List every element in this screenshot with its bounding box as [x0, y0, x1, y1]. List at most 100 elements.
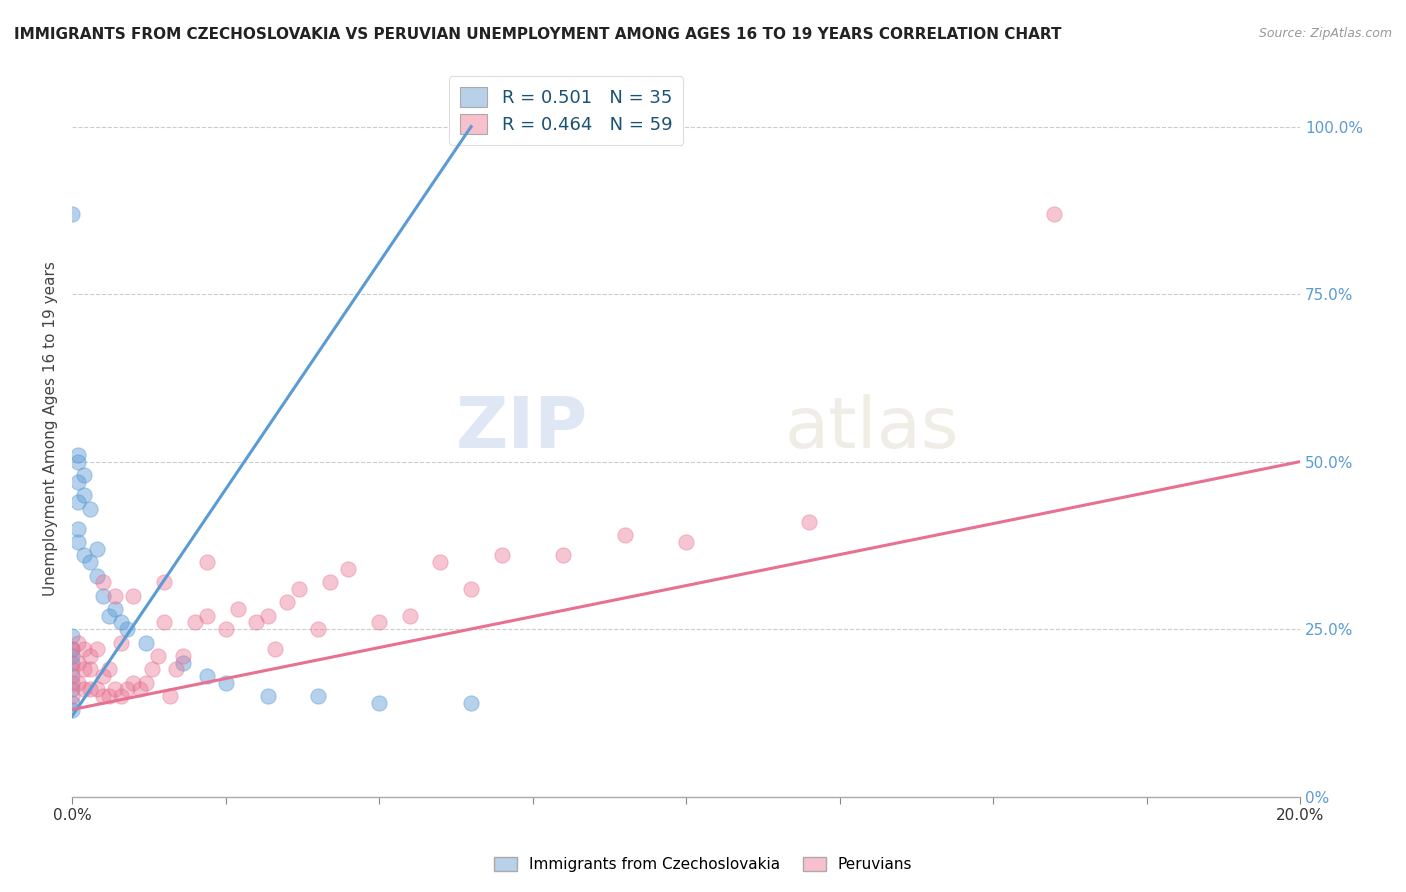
Point	[91, 589, 114, 603]
Point	[172, 656, 194, 670]
Point	[184, 615, 207, 630]
Point	[73, 549, 96, 563]
Y-axis label: Unemployment Among Ages 16 to 19 years: Unemployment Among Ages 16 to 19 years	[44, 260, 58, 596]
Point	[141, 662, 163, 676]
Point	[398, 608, 420, 623]
Point	[172, 648, 194, 663]
Point	[368, 615, 391, 630]
Point	[110, 615, 132, 630]
Point	[146, 648, 169, 663]
Point	[67, 448, 90, 462]
Point	[117, 622, 139, 636]
Point	[67, 475, 90, 489]
Point	[117, 682, 139, 697]
Point	[460, 696, 482, 710]
Point	[97, 662, 120, 676]
Point	[67, 495, 90, 509]
Point	[67, 522, 90, 536]
Point	[491, 549, 513, 563]
Point	[159, 689, 181, 703]
Point	[122, 589, 145, 603]
Point	[263, 642, 285, 657]
Point	[195, 555, 218, 569]
Point	[60, 656, 83, 670]
Point	[368, 696, 391, 710]
Legend: Immigrants from Czechoslovakia, Peruvians: Immigrants from Czechoslovakia, Peruvian…	[486, 849, 920, 880]
Point	[60, 669, 83, 683]
Point	[86, 642, 108, 657]
Point	[67, 455, 90, 469]
Point	[91, 575, 114, 590]
Point	[319, 575, 342, 590]
Point	[60, 207, 83, 221]
Point	[67, 635, 90, 649]
Point	[245, 615, 267, 630]
Point	[60, 702, 83, 716]
Point	[104, 589, 127, 603]
Point	[276, 595, 298, 609]
Point	[337, 562, 360, 576]
Text: atlas: atlas	[785, 393, 959, 463]
Point	[135, 675, 157, 690]
Point	[60, 662, 83, 676]
Point	[429, 555, 451, 569]
Point	[73, 468, 96, 483]
Point	[257, 689, 280, 703]
Point	[165, 662, 187, 676]
Point	[153, 615, 176, 630]
Point	[128, 682, 150, 697]
Point	[97, 689, 120, 703]
Point	[91, 669, 114, 683]
Point	[73, 642, 96, 657]
Point	[60, 642, 83, 657]
Point	[79, 501, 101, 516]
Point	[307, 622, 329, 636]
Point	[797, 515, 820, 529]
Point	[60, 642, 83, 657]
Point	[195, 669, 218, 683]
Point	[79, 648, 101, 663]
Point	[91, 689, 114, 703]
Point	[1043, 207, 1066, 221]
Point	[110, 689, 132, 703]
Point	[73, 682, 96, 697]
Point	[257, 608, 280, 623]
Point	[553, 549, 575, 563]
Point	[79, 555, 101, 569]
Point	[460, 582, 482, 596]
Point	[79, 682, 101, 697]
Point	[307, 689, 329, 703]
Point	[288, 582, 311, 596]
Point	[613, 528, 636, 542]
Point	[110, 635, 132, 649]
Legend: R = 0.501   N = 35, R = 0.464   N = 59: R = 0.501 N = 35, R = 0.464 N = 59	[450, 76, 683, 145]
Point	[73, 662, 96, 676]
Point	[214, 675, 236, 690]
Point	[104, 602, 127, 616]
Point	[60, 629, 83, 643]
Point	[104, 682, 127, 697]
Point	[67, 656, 90, 670]
Point	[60, 675, 83, 690]
Point	[86, 682, 108, 697]
Point	[60, 682, 83, 697]
Point	[675, 535, 697, 549]
Text: ZIP: ZIP	[456, 393, 588, 463]
Point	[122, 675, 145, 690]
Point	[214, 622, 236, 636]
Point	[153, 575, 176, 590]
Text: Source: ZipAtlas.com: Source: ZipAtlas.com	[1258, 27, 1392, 40]
Point	[67, 675, 90, 690]
Point	[97, 608, 120, 623]
Point	[86, 541, 108, 556]
Text: IMMIGRANTS FROM CZECHOSLOVAKIA VS PERUVIAN UNEMPLOYMENT AMONG AGES 16 TO 19 YEAR: IMMIGRANTS FROM CZECHOSLOVAKIA VS PERUVI…	[14, 27, 1062, 42]
Point	[60, 689, 83, 703]
Point	[135, 635, 157, 649]
Point	[67, 535, 90, 549]
Point	[195, 608, 218, 623]
Point	[226, 602, 249, 616]
Point	[60, 648, 83, 663]
Point	[60, 696, 83, 710]
Point	[86, 568, 108, 582]
Point	[79, 662, 101, 676]
